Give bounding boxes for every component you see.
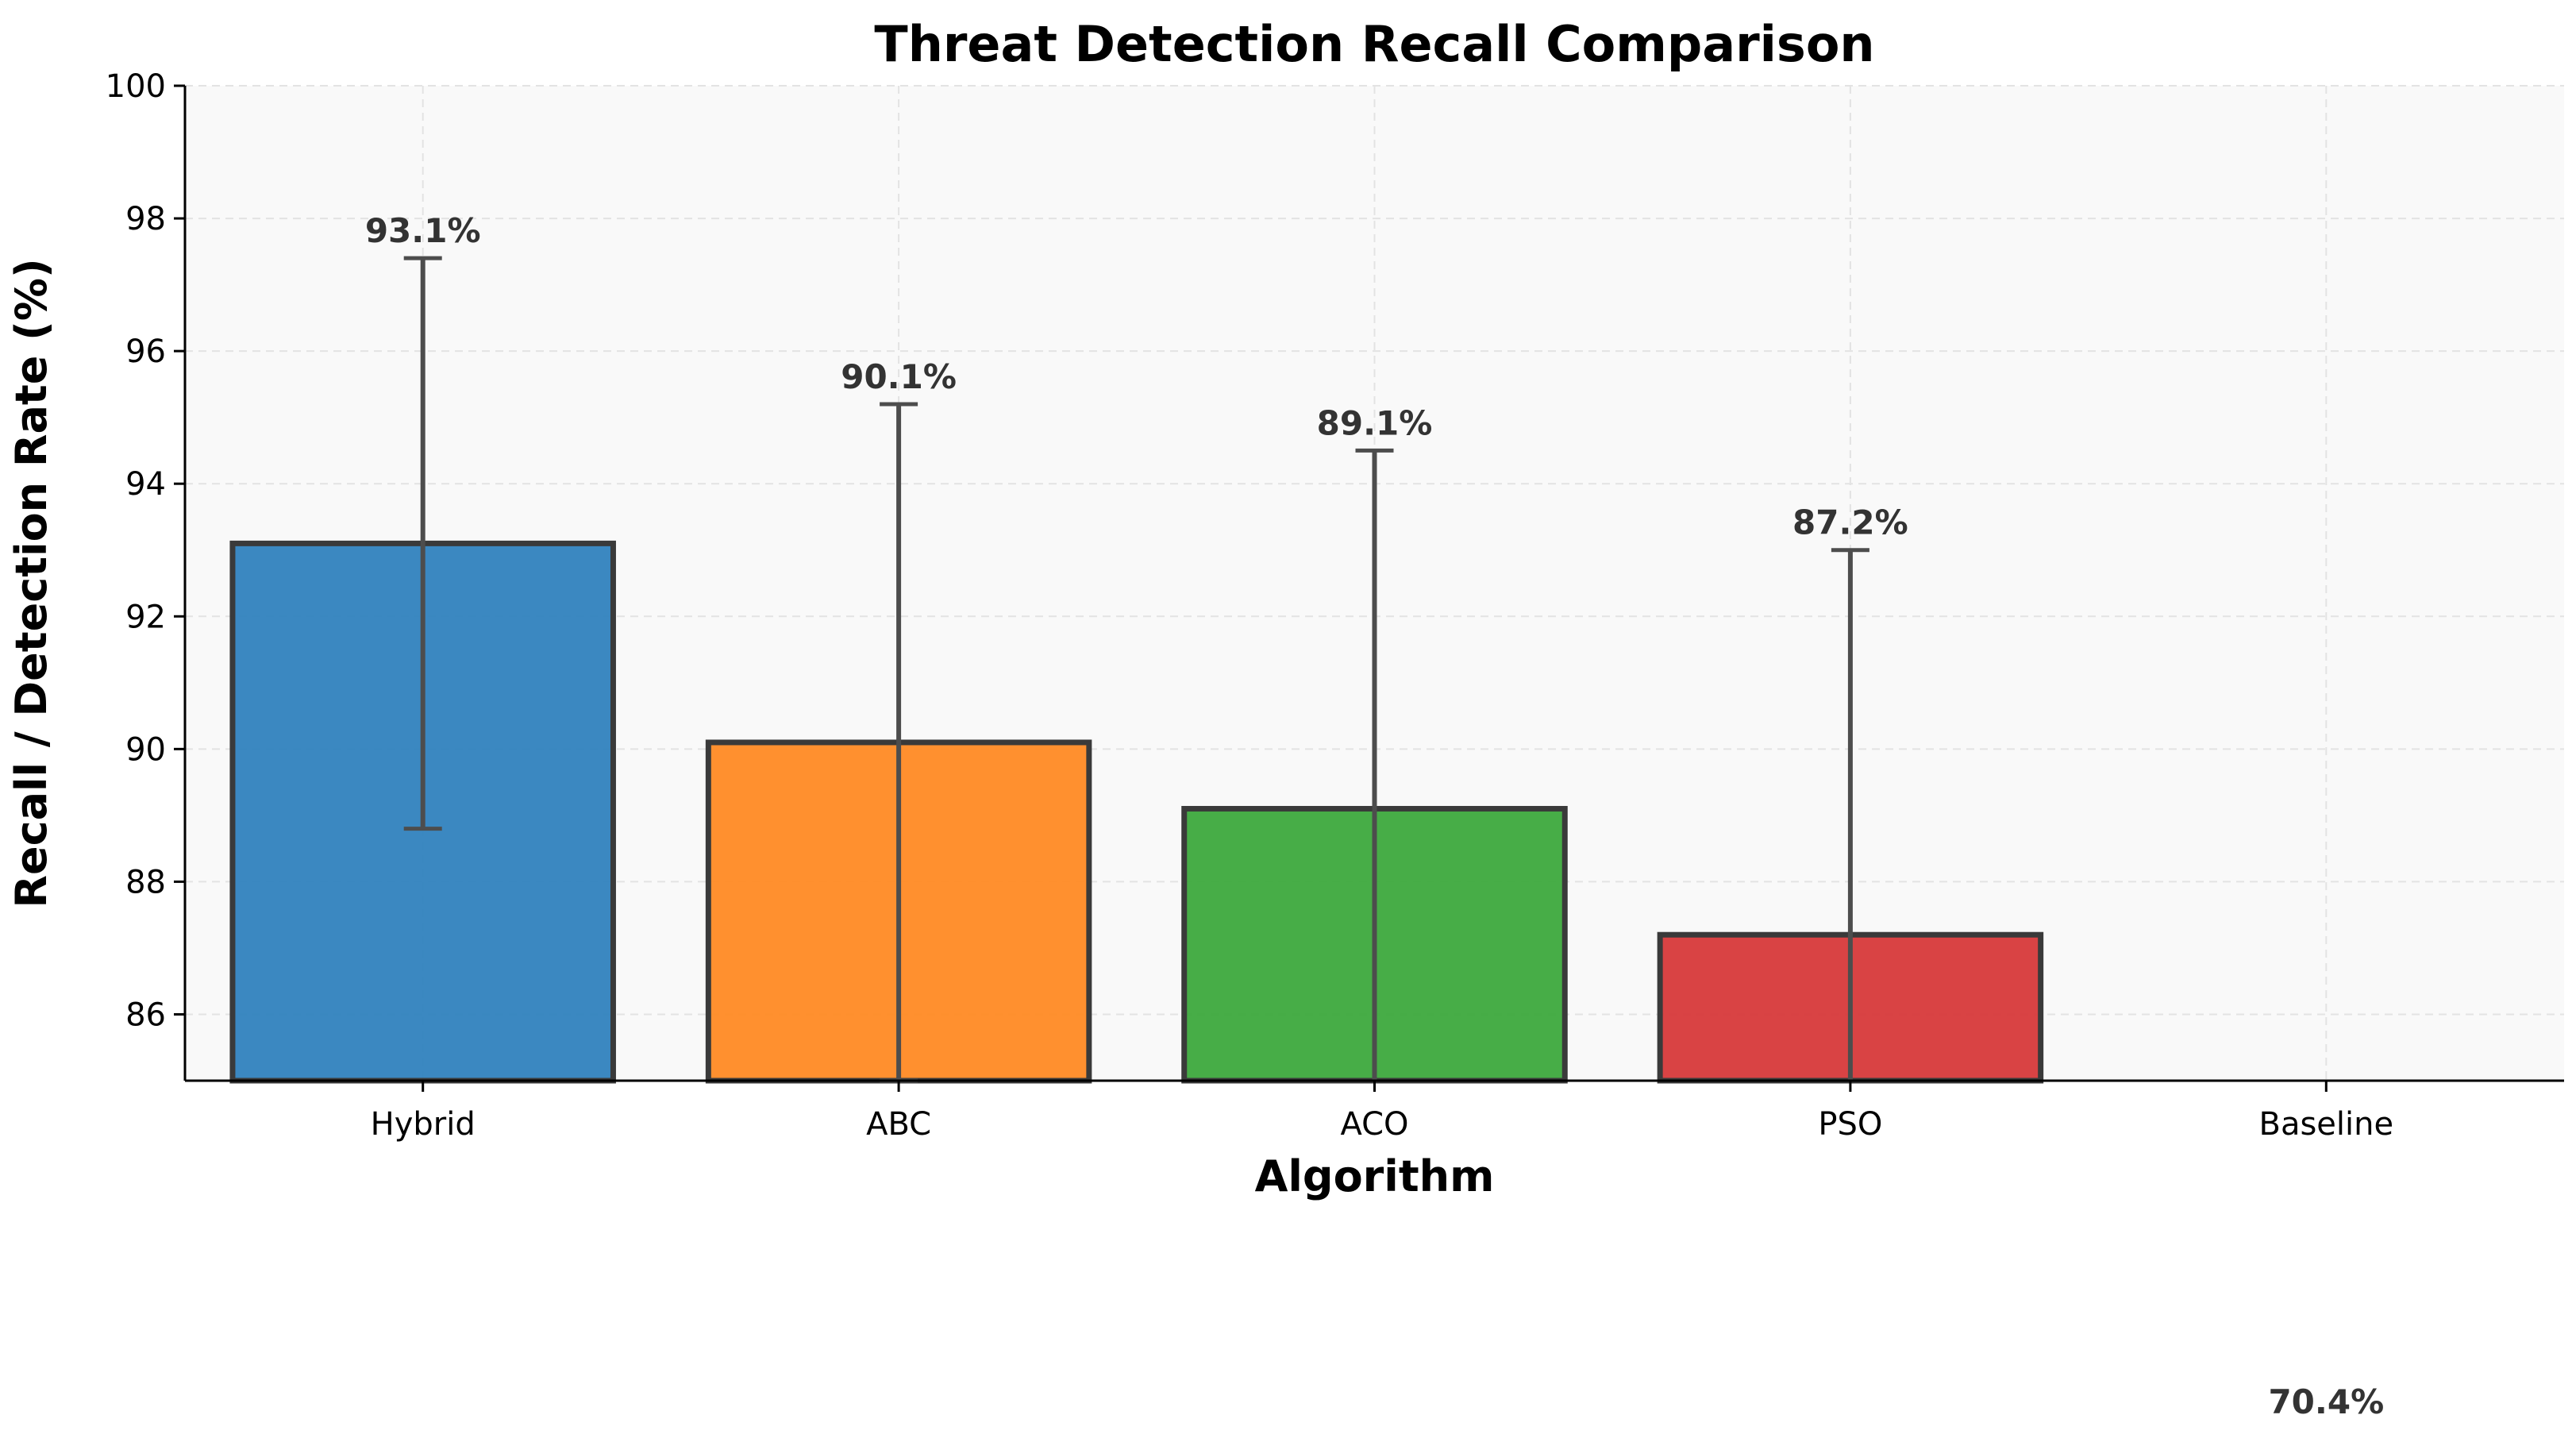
chart-title: Threat Detection Recall Comparison bbox=[874, 15, 1874, 73]
y-tick-label: 86 bbox=[125, 997, 166, 1033]
value-label-abc: 90.1% bbox=[841, 357, 957, 396]
value-label-pso: 87.2% bbox=[1792, 503, 1908, 542]
y-tick-label: 90 bbox=[125, 731, 166, 768]
x-axis-label: Algorithm bbox=[1255, 1151, 1495, 1201]
x-tick-label-baseline: Baseline bbox=[2259, 1106, 2394, 1143]
value-label-baseline: 70.4% bbox=[2268, 1382, 2384, 1421]
x-tick-label-hybrid: Hybrid bbox=[371, 1106, 476, 1143]
value-label-hybrid: 93.1% bbox=[365, 211, 481, 250]
y-tick-label: 92 bbox=[125, 599, 166, 635]
error-bars-layer bbox=[403, 256, 1869, 1083]
x-tick-label-pso: PSO bbox=[1818, 1106, 1882, 1143]
x-tick-label-abc: ABC bbox=[866, 1106, 931, 1143]
axes-layer: 86 88 90 92 94 96 98 100 Hybrid ABC ACO PSO Baseline bbox=[106, 68, 2564, 1143]
value-label-aco: 89.1% bbox=[1317, 403, 1433, 442]
y-tick-label: 94 bbox=[125, 466, 166, 503]
y-tick-label: 96 bbox=[125, 333, 166, 370]
x-tick-label-aco: ACO bbox=[1340, 1106, 1408, 1143]
value-labels-layer: 93.1% 90.1% 89.1% 87.2% 70.4% bbox=[365, 211, 2384, 1421]
y-tick-label: 98 bbox=[125, 201, 166, 237]
y-axis-label: Recall / Detection Rate (%) bbox=[6, 258, 56, 908]
y-tick-label: 100 bbox=[106, 68, 166, 105]
y-tick-label: 88 bbox=[125, 864, 166, 900]
